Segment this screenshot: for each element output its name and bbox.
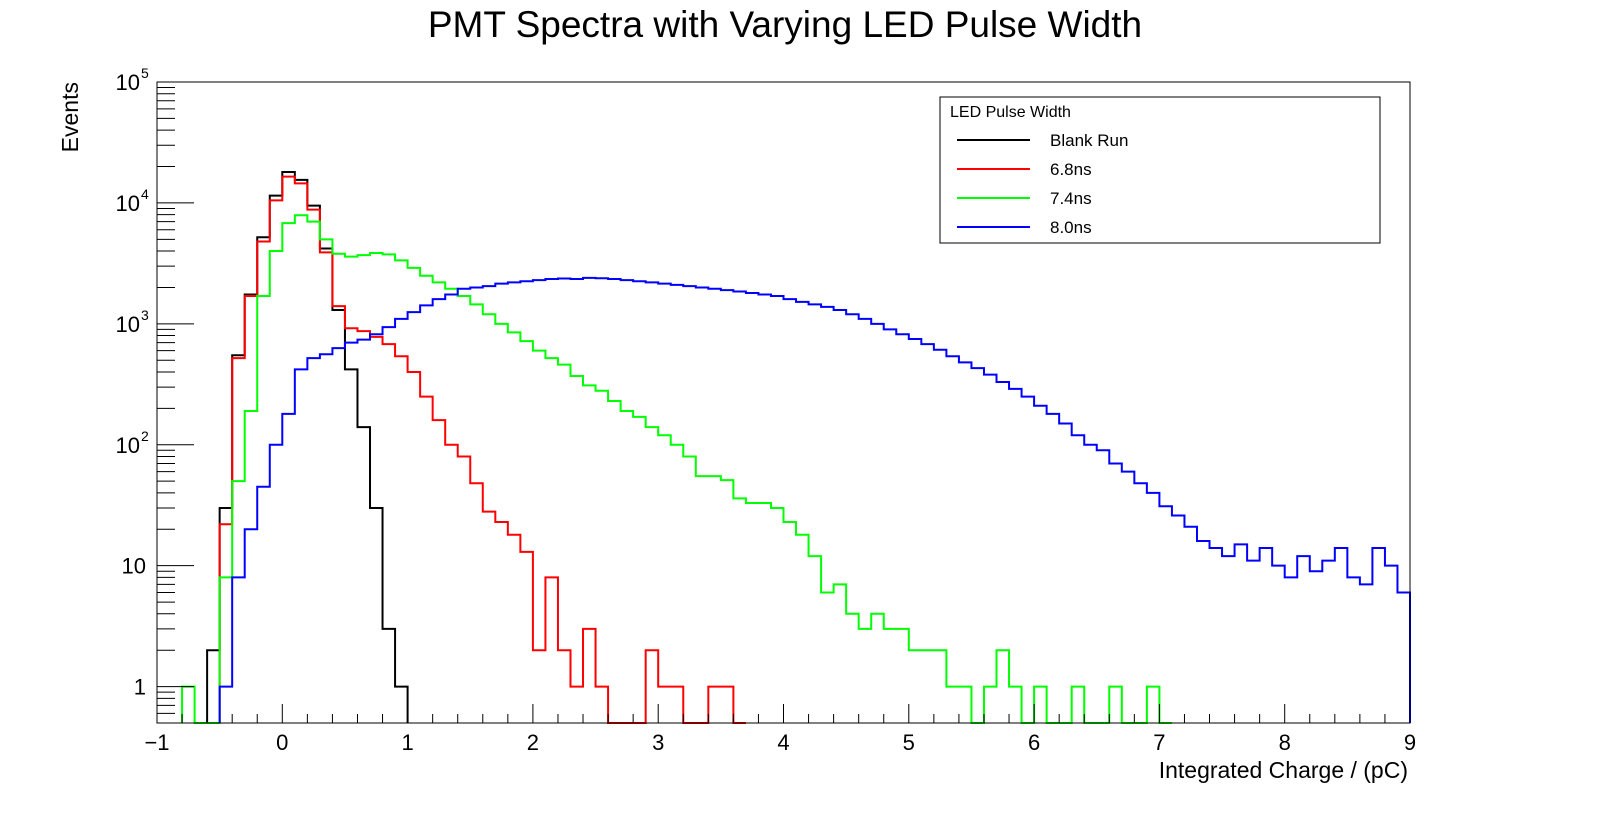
x-tick-label: 4 bbox=[777, 730, 789, 755]
y-tick-label: 1 bbox=[134, 675, 146, 700]
legend-label-8-0ns: 8.0ns bbox=[1050, 218, 1092, 237]
legend-label-6-8ns: 6.8ns bbox=[1050, 160, 1092, 179]
series-0 bbox=[206, 171, 409, 723]
x-tick-label: 6 bbox=[1028, 730, 1040, 755]
y-tick-label: 10 bbox=[116, 70, 140, 95]
y-tick-exponent: 4 bbox=[141, 186, 149, 202]
y-tick-label: 10 bbox=[116, 433, 140, 458]
x-tick-label: 2 bbox=[527, 730, 539, 755]
x-tick-label: 1 bbox=[401, 730, 413, 755]
x-tick-label: 7 bbox=[1153, 730, 1165, 755]
x-tick-label: −1 bbox=[144, 730, 169, 755]
legend-label-7-4ns: 7.4ns bbox=[1050, 189, 1092, 208]
legend: LED Pulse Width Blank Run 6.8ns 7.4ns 8.… bbox=[939, 96, 1381, 244]
x-tick-label: 9 bbox=[1404, 730, 1416, 755]
x-axis-label: Integrated Charge / (pC) bbox=[1159, 757, 1408, 783]
x-tick-label: 0 bbox=[276, 730, 288, 755]
x-tick-label: 8 bbox=[1279, 730, 1291, 755]
y-axis-label: Events bbox=[57, 82, 83, 152]
y-tick-label: 10 bbox=[116, 191, 140, 216]
y-tick-label: 10 bbox=[122, 554, 146, 579]
series-3 bbox=[218, 276, 1411, 723]
series-1 bbox=[218, 175, 746, 724]
y-tick-exponent: 5 bbox=[141, 65, 149, 81]
series-2 bbox=[181, 214, 1172, 724]
chart-title: PMT Spectra with Varying LED Pulse Width bbox=[428, 4, 1142, 45]
x-tick-label: 3 bbox=[652, 730, 664, 755]
y-tick-label: 10 bbox=[116, 312, 140, 337]
series-layer bbox=[181, 171, 1411, 724]
y-tick-exponent: 2 bbox=[141, 428, 149, 444]
x-tick-label: 5 bbox=[903, 730, 915, 755]
y-tick-exponent: 3 bbox=[141, 307, 149, 323]
legend-label-blank-run: Blank Run bbox=[1050, 131, 1128, 150]
legend-title: LED Pulse Width bbox=[950, 104, 1071, 121]
